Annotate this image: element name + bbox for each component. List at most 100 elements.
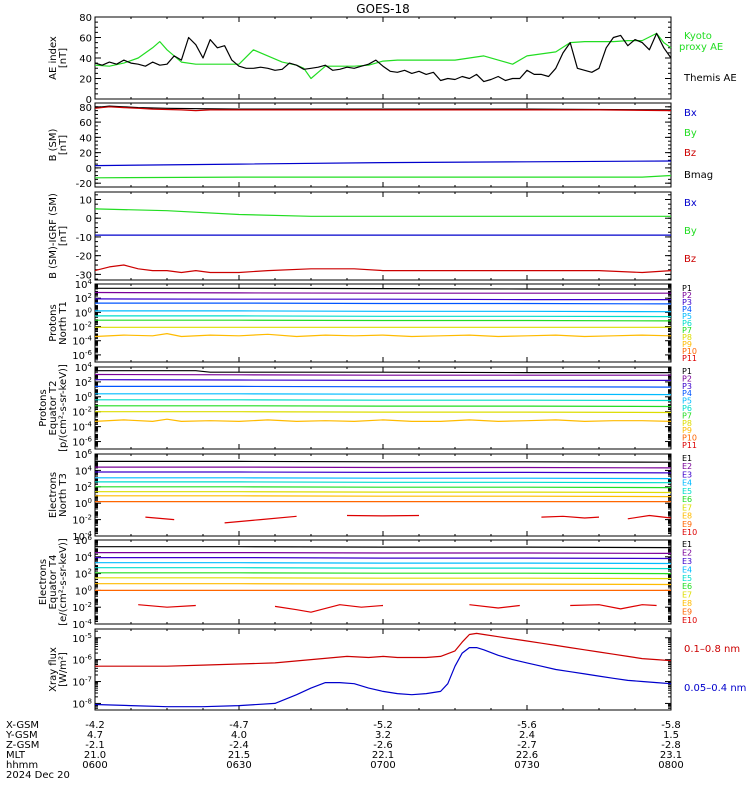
legend-entry: P11 <box>682 441 697 450</box>
legend-entry: E2 <box>682 548 692 557</box>
legend-entry: Bx <box>684 198 697 209</box>
legend-entry: P11 <box>682 354 697 363</box>
plot-title: GOES-18 <box>356 2 410 16</box>
y-tick-label: 10-6 <box>72 349 92 362</box>
y-axis-label-line: AE index <box>48 36 59 80</box>
series-line-p6 <box>95 399 672 402</box>
legend-entry: proxy AE <box>679 42 723 53</box>
x-row-label: Z-GSM <box>6 740 39 751</box>
x-tick-label: 1.5 <box>663 730 679 741</box>
legend-entry: E1 <box>682 454 692 463</box>
series-line-bmag <box>94 105 672 111</box>
series-line-p5 <box>95 393 672 396</box>
x-tick-label: 21.5 <box>228 750 250 761</box>
y-axis-label: ProtonsNorth T1 <box>48 301 69 345</box>
legend-entry: E5 <box>682 487 692 496</box>
y-tick-label: 20 <box>79 75 92 86</box>
x-tick-label: 4.7 <box>87 730 103 741</box>
series-line-e2 <box>95 551 672 555</box>
legend-entry: Themis AE <box>683 73 737 84</box>
series-line-p3 <box>94 379 671 381</box>
y-tick-label: 40 <box>79 54 92 65</box>
legend-entry: E10 <box>682 616 697 625</box>
legend-entry: E8 <box>682 599 692 608</box>
legend-entry: E7 <box>682 503 692 512</box>
x-tick-label: -2.6 <box>373 740 393 751</box>
series-line-p7 <box>95 405 672 408</box>
y-axis-label-line: [nT] <box>58 48 69 68</box>
y-tick-label: 10-5 <box>72 632 92 645</box>
panel-frame <box>94 16 672 100</box>
legend-entry: E6 <box>682 582 692 591</box>
y-tick-label: 60 <box>79 34 92 45</box>
panel-frame <box>94 628 672 711</box>
legend-entry: P9 <box>682 426 692 435</box>
y-tick-label: 10 <box>79 195 92 206</box>
legend-entry: Kyoto <box>684 31 712 42</box>
legend-entry: P3 <box>682 382 692 391</box>
legend-entry: P6 <box>682 404 692 413</box>
y-axis-label-line: Protons <box>38 389 49 426</box>
legend-entry: P9 <box>682 340 692 349</box>
legend-entry: Bz <box>684 148 696 159</box>
legend-entry: E5 <box>682 574 692 583</box>
y-axis-label-line: Xray flux <box>48 647 59 692</box>
legend-entry: P2 <box>682 374 692 383</box>
series-line-p1 <box>95 370 671 374</box>
y-axis-label: ElectronsNorth T3 <box>48 472 69 518</box>
legend-entry: P8 <box>682 333 692 342</box>
legend-entry: P2 <box>682 291 692 300</box>
x-row-label: hhmm <box>6 760 38 771</box>
legend-entry: E8 <box>682 512 692 521</box>
series-line-e10a <box>138 604 196 608</box>
series-line-by <box>94 208 671 217</box>
y-tick-label: 10-4 <box>72 618 92 631</box>
y-tick-label: 10-2 <box>72 321 92 334</box>
series-line-themis-ae <box>94 32 672 83</box>
y-axis-label-line: [W/m²] <box>58 652 69 687</box>
series-line-e8 <box>95 495 672 498</box>
x-tick-label: 22.6 <box>516 750 538 761</box>
x-tick-label: -5.6 <box>517 720 537 731</box>
y-tick-label: 80 <box>79 103 92 114</box>
y-axis-label: Xray flux[W/m²] <box>48 647 69 692</box>
y-tick-label: 0 <box>86 214 92 225</box>
x-tick-label: 0730 <box>514 760 539 771</box>
y-tick-label: 102 <box>75 568 92 581</box>
series-line-e10b <box>224 515 297 524</box>
y-axis-label-line: North T1 <box>58 301 69 345</box>
y-axis-label-line: Electrons <box>48 472 59 518</box>
x-row-label: MLT <box>6 750 26 761</box>
series-line-p2 <box>94 291 671 294</box>
legend-entry: Bmag <box>684 170 713 181</box>
series-line-p7 <box>95 319 672 322</box>
legend-entry: E6 <box>682 495 692 504</box>
x-tick-label: -2.8 <box>661 740 681 751</box>
y-tick-label: 102 <box>75 292 92 305</box>
legend-entry: E2 <box>682 462 692 471</box>
y-tick-label: 100 <box>75 306 92 319</box>
series-line-bx <box>94 160 672 167</box>
legend-entry: E1 <box>682 540 692 549</box>
y-tick-label: 0 <box>86 95 92 106</box>
panel-frame <box>94 283 672 363</box>
legend-entry: E7 <box>682 591 692 600</box>
y-axis-label-line: [e/(cm²-s-sr-keV)] <box>58 538 69 626</box>
series-line-e10d <box>541 515 600 519</box>
y-tick-label: 104 <box>75 551 93 564</box>
y-tick-label: 10-4 <box>72 421 92 434</box>
y-tick-label: 104 <box>75 278 93 291</box>
y-tick-label: -30 <box>76 270 92 281</box>
legend-entry: P6 <box>682 319 692 328</box>
panel-2: -20 0 20 40 60 80 B (SM)[nT] Bx By Bz Bmag <box>48 102 713 190</box>
panel-3: -30 -20 -10 0 10 B (SM)-IGRF (SM)[nT] Bx By Bz <box>48 191 697 281</box>
series-line-p6 <box>95 315 672 318</box>
x-row-label: Y-GSM <box>5 730 38 741</box>
y-tick-label: 10-2 <box>72 514 92 527</box>
y-tick-label: 104 <box>75 361 93 374</box>
legend-entry: P3 <box>682 298 692 307</box>
panel-frame <box>94 102 672 188</box>
